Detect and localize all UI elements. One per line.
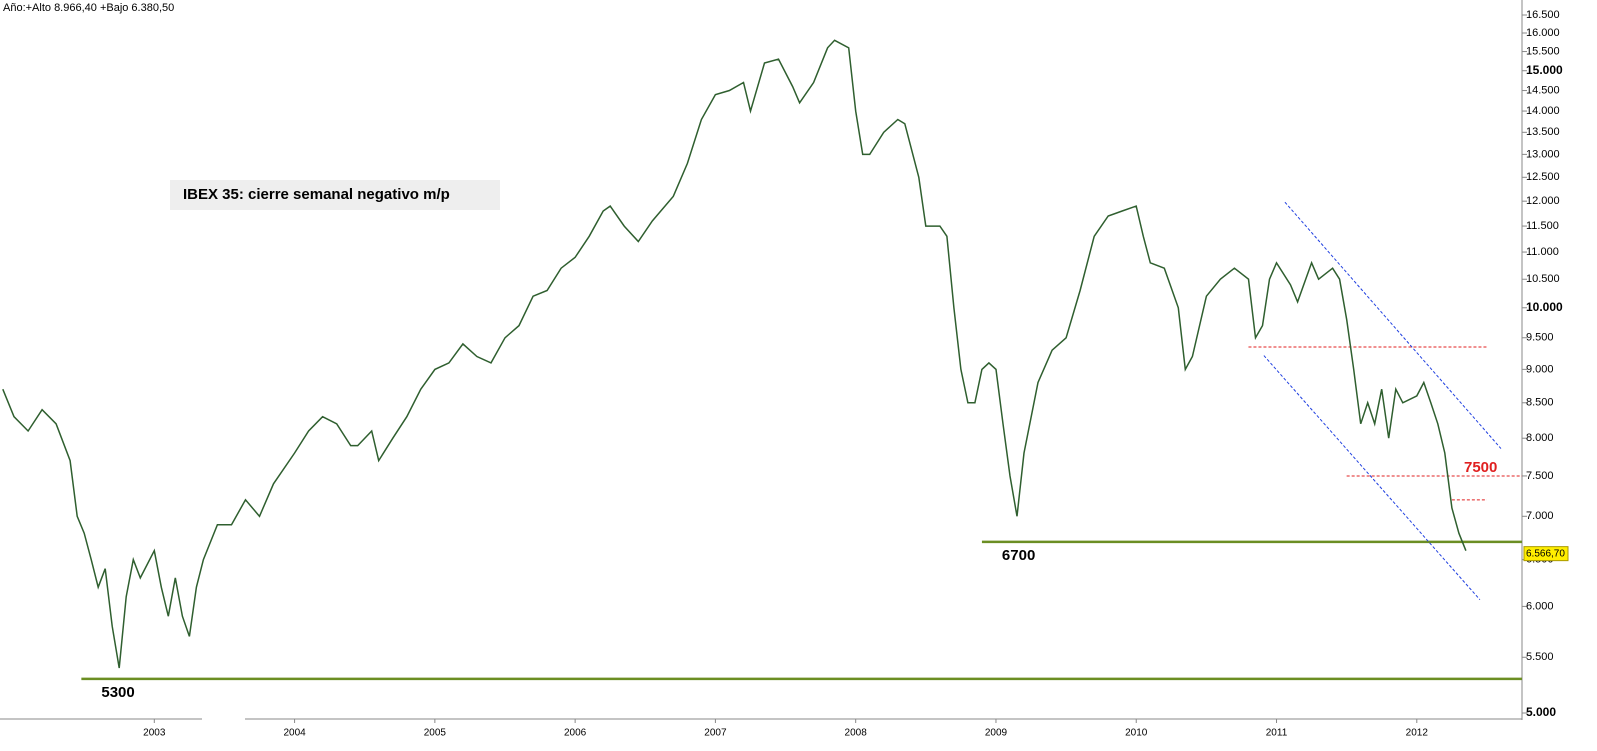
- x-tick-label: 2008: [845, 728, 868, 739]
- y-tick-label: 7.500: [1526, 470, 1554, 482]
- level-label: 5300: [101, 684, 134, 701]
- y-tick-label: 8.500: [1526, 397, 1554, 409]
- y-tick-label: 6.000: [1526, 600, 1554, 612]
- y-tick-label: 16.500: [1526, 9, 1560, 21]
- level-label: 6700: [1002, 547, 1035, 564]
- x-tick-label: 2003: [143, 728, 166, 739]
- price-line: [2, 39, 1467, 669]
- y-tick-label: 11.500: [1526, 220, 1559, 232]
- header: Año:+Alto 8.966,40 +Bajo 6.380,50: [3, 2, 174, 14]
- y-tick-label: 16.000: [1526, 27, 1560, 39]
- x-tick-label: 2011: [1266, 728, 1288, 739]
- channel-line: [1263, 355, 1481, 601]
- y-tick-label: 5.500: [1526, 651, 1554, 663]
- y-tick-label: 11.000: [1526, 246, 1559, 258]
- x-tick-label: 2010: [1125, 728, 1148, 739]
- title-box: [170, 180, 500, 210]
- y-tick-label: 8.000: [1526, 432, 1554, 444]
- y-tick-label: 12.000: [1526, 195, 1560, 207]
- y-tick-label: 15.000: [1526, 63, 1563, 77]
- y-tick-label: 9.500: [1526, 332, 1554, 344]
- last-price-label: 6.566,70: [1526, 548, 1565, 559]
- x-tick-label: 2012: [1406, 728, 1429, 739]
- y-tick-label: 14.500: [1526, 84, 1560, 96]
- y-tick-label: 7.000: [1526, 510, 1554, 522]
- y-tick-label: 14.000: [1526, 105, 1560, 117]
- y-tick-label: 13.500: [1526, 126, 1560, 138]
- y-tick-label: 5.000: [1526, 705, 1556, 719]
- x-tick-label: 2007: [704, 728, 727, 739]
- y-tick-label: 12.500: [1526, 171, 1560, 183]
- level-label: 7500: [1464, 459, 1497, 476]
- y-tick-label: 15.500: [1526, 45, 1560, 57]
- y-tick-label: 10.000: [1526, 300, 1563, 314]
- x-tick-label: 2004: [283, 728, 306, 739]
- chart-title: IBEX 35: cierre semanal negativo m/p: [183, 186, 450, 203]
- y-tick-label: 10.500: [1526, 273, 1560, 285]
- x-tick-label: 2006: [564, 728, 587, 739]
- x-tick-label: 2009: [985, 728, 1008, 739]
- last-price-box: [1523, 546, 1569, 562]
- y-tick-label: 9.000: [1526, 363, 1554, 375]
- y-tick-label: 13.000: [1526, 148, 1560, 160]
- x-tick-label: 2005: [424, 728, 447, 739]
